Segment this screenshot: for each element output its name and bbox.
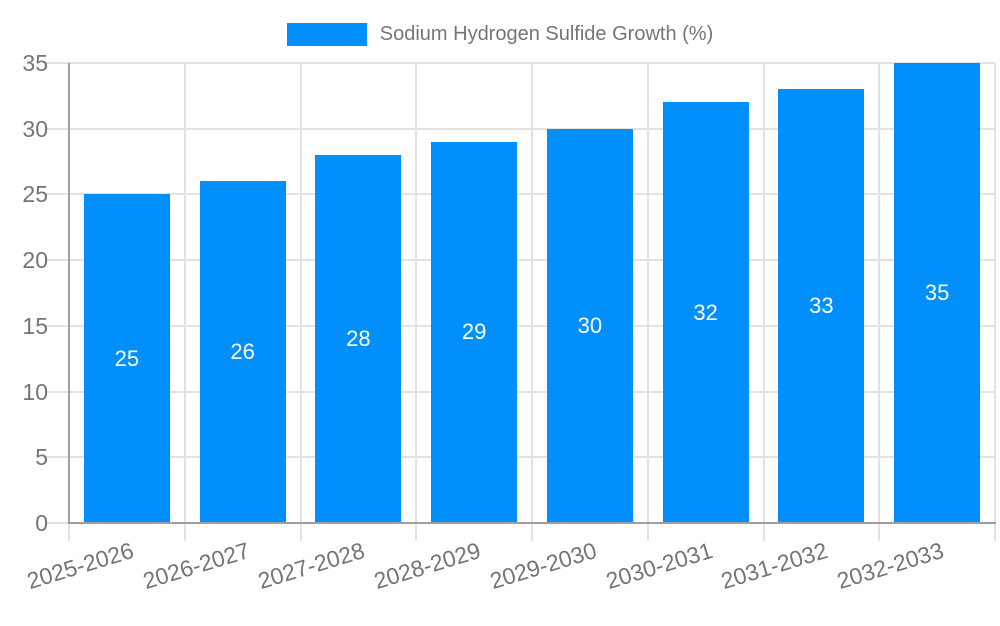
bar-value-label: 35 xyxy=(924,280,950,305)
gridline-vertical xyxy=(762,63,765,523)
y-axis-tick-label: 0 xyxy=(35,510,48,536)
y-axis-line xyxy=(68,63,70,523)
y-axis-tick-label: 30 xyxy=(22,115,48,142)
gridline-vertical xyxy=(531,63,533,523)
bar[interactable] xyxy=(83,194,170,523)
bar-value-label: 28 xyxy=(346,326,371,351)
legend-label: Sodium Hydrogen Sulfide Growth (%) xyxy=(379,22,714,45)
y-axis-tick-label: 25 xyxy=(22,181,48,208)
gridline-horizontal xyxy=(46,324,995,327)
gridline-horizontal xyxy=(46,456,995,459)
x-axis-line xyxy=(68,522,996,524)
bar[interactable] xyxy=(431,141,518,523)
gridline-vertical xyxy=(415,63,418,523)
y-axis-tick-label: 35 xyxy=(22,50,48,76)
gridline-horizontal xyxy=(46,127,995,130)
x-axis-tick-mark xyxy=(531,523,533,541)
bar[interactable] xyxy=(778,89,865,523)
y-axis-tick-label: 15 xyxy=(22,312,48,339)
bar[interactable] xyxy=(546,128,633,523)
bar[interactable] xyxy=(315,155,402,523)
x-axis-tick-mark xyxy=(68,523,70,541)
legend-swatch-icon xyxy=(286,22,367,46)
bar-value-label: 33 xyxy=(809,293,834,319)
x-axis-tick-mark xyxy=(762,523,765,541)
x-axis-tick-mark xyxy=(994,523,996,541)
bar-value-label: 25 xyxy=(114,345,140,371)
legend[interactable]: Sodium Hydrogen Sulfide Growth (%) xyxy=(0,20,1000,48)
bar-value-label: 32 xyxy=(693,299,718,325)
gridline-horizontal xyxy=(46,259,995,262)
gridline-horizontal xyxy=(46,390,995,393)
bar-value-label: 30 xyxy=(577,312,603,338)
bar-value-label: 26 xyxy=(230,339,255,365)
gridline-vertical xyxy=(994,63,996,523)
bar[interactable] xyxy=(199,181,286,523)
y-axis-tick-label: 5 xyxy=(35,444,48,471)
gridline-horizontal xyxy=(46,62,995,64)
x-axis-tick-mark xyxy=(646,523,649,541)
bar[interactable] xyxy=(894,63,981,523)
x-axis-tick-mark xyxy=(299,523,302,541)
x-axis-tick-mark xyxy=(878,523,881,541)
bar[interactable] xyxy=(662,102,749,523)
x-axis-tick-mark xyxy=(183,523,186,541)
gridline-vertical xyxy=(299,63,302,523)
y-axis-tick-mark xyxy=(46,522,69,524)
y-axis-tick-label: 20 xyxy=(22,247,48,274)
gridline-vertical xyxy=(646,63,649,523)
gridline-vertical xyxy=(183,63,186,523)
bar-chart: Sodium Hydrogen Sulfide Growth (%) 0 5 10 1… xyxy=(0,20,1000,595)
x-axis-tick-mark xyxy=(415,523,418,541)
bar-value-label: 29 xyxy=(461,319,487,345)
gridline-vertical xyxy=(878,63,881,523)
gridline-horizontal xyxy=(46,193,995,196)
y-axis-tick-label: 10 xyxy=(22,378,48,405)
